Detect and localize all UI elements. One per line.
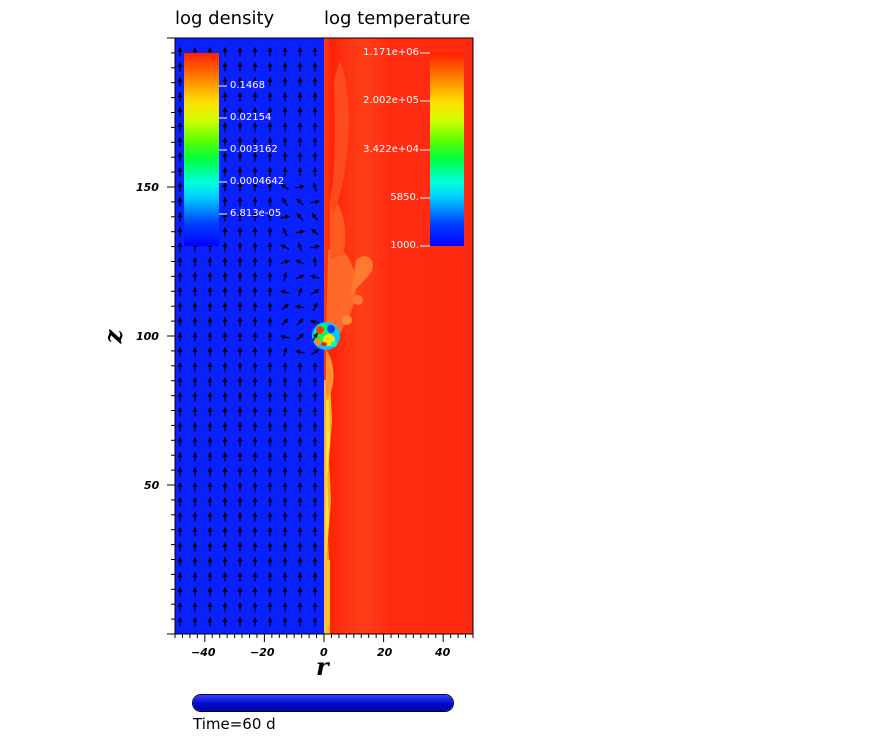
density-title: log density xyxy=(175,8,275,29)
velocity-arrow xyxy=(297,242,303,252)
r-axis-ticks xyxy=(174,634,474,642)
velocity-arrow xyxy=(282,347,288,357)
density-cb-label: 6.813e-05 xyxy=(230,208,282,219)
velocity-arrow xyxy=(280,334,290,340)
temperature-colorbar xyxy=(430,53,464,246)
time-progress-fill xyxy=(193,695,453,711)
velocity-arrow xyxy=(295,274,305,280)
velocity-arrow xyxy=(295,229,305,235)
temperature-cb-label: 5850. xyxy=(390,192,419,203)
z-tick-label: 100 xyxy=(136,330,159,343)
r-tick-label: 20 xyxy=(377,646,393,659)
velocity-arrow xyxy=(296,213,304,221)
velocity-arrow xyxy=(281,303,289,311)
density-cb-label: 0.003162 xyxy=(230,144,278,155)
velocity-arrow xyxy=(312,302,318,312)
r-tick-label: −20 xyxy=(250,646,275,659)
dense-clump xyxy=(312,322,340,350)
velocity-arrow xyxy=(282,227,288,237)
velocity-arrow xyxy=(312,257,318,267)
density-cb-label: 0.02154 xyxy=(230,112,272,123)
velocity-arrow xyxy=(310,348,320,356)
velocity-arrow xyxy=(295,304,305,310)
velocity-arrow xyxy=(310,319,320,325)
temperature-cb-label: 3.422e+04 xyxy=(363,144,419,155)
z-axis-label: z xyxy=(98,329,128,344)
velocity-arrow xyxy=(281,318,289,326)
velocity-arrow xyxy=(296,198,304,206)
velocity-arrow xyxy=(310,289,320,295)
velocity-arrow xyxy=(310,199,320,205)
velocity-arrow xyxy=(280,259,290,265)
velocity-arrow xyxy=(311,228,319,236)
r-tick-label: 40 xyxy=(435,646,451,659)
density-cb-label: 0.0004642 xyxy=(230,176,285,187)
time-label: Time=60 d xyxy=(193,715,276,733)
density-colorbar xyxy=(184,53,219,246)
z-tick-label: 150 xyxy=(136,181,159,194)
velocity-arrow xyxy=(310,244,320,250)
interface-streaks xyxy=(324,60,373,634)
velocity-arrow xyxy=(280,289,290,295)
temperature-cb-label: 1000. xyxy=(390,240,419,251)
velocity-arrow xyxy=(312,182,318,192)
density-cb-label: 0.1468 xyxy=(230,80,265,91)
velocity-arrow xyxy=(281,197,289,207)
z-axis-ticks xyxy=(167,37,175,635)
r-tick-label: −40 xyxy=(191,646,216,659)
r-tick-label: 0 xyxy=(320,646,328,659)
velocity-arrow xyxy=(312,332,318,342)
velocity-arrow xyxy=(297,287,303,297)
time-progress-bar[interactable] xyxy=(192,694,454,712)
velocity-arrow xyxy=(310,274,320,280)
velocity-arrow xyxy=(311,213,319,221)
velocity-arrow xyxy=(295,184,305,190)
velocity-arrow xyxy=(296,318,304,326)
velocity-arrow xyxy=(295,349,305,355)
density-colorbar-ticks xyxy=(219,85,227,215)
r-axis-label: r xyxy=(316,652,329,681)
temperature-colorbar-ticks xyxy=(420,52,430,247)
velocity-arrow xyxy=(280,183,290,191)
velocity-arrow xyxy=(296,333,304,341)
velocity-arrow xyxy=(282,272,288,282)
velocity-arrow xyxy=(295,259,305,265)
velocity-arrow xyxy=(280,244,290,250)
temperature-cb-label: 1.171e+06 xyxy=(363,47,419,58)
velocity-arrow xyxy=(280,214,290,220)
temperature-title: log temperature xyxy=(324,8,471,29)
z-tick-label: 50 xyxy=(144,479,160,492)
temperature-cb-label: 2.002e+05 xyxy=(363,95,419,106)
